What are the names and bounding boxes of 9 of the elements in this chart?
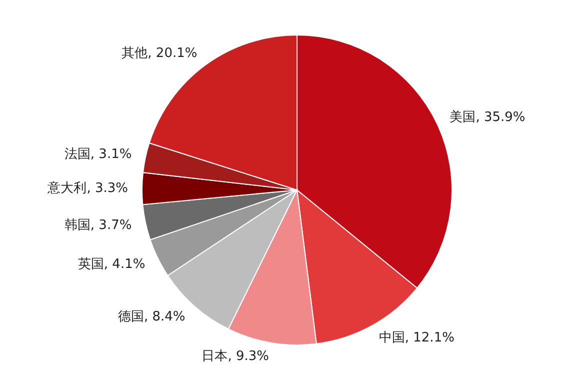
- slice-label: 其他, 20.1%: [122, 46, 198, 62]
- slice-label: 韩国, 3.7%: [64, 218, 132, 233]
- slice-label: 美国, 35.9%: [450, 109, 526, 126]
- slice-label: 法国, 3.1%: [64, 147, 132, 162]
- slice-label: 意大利, 3.3%: [46, 180, 128, 196]
- slice-label: 德国, 8.4%: [118, 309, 186, 324]
- slice-label: 英国, 4.1%: [78, 256, 146, 272]
- slice-label: 日本, 9.3%: [202, 349, 269, 364]
- slice-label: 中国, 12.1%: [378, 330, 454, 346]
